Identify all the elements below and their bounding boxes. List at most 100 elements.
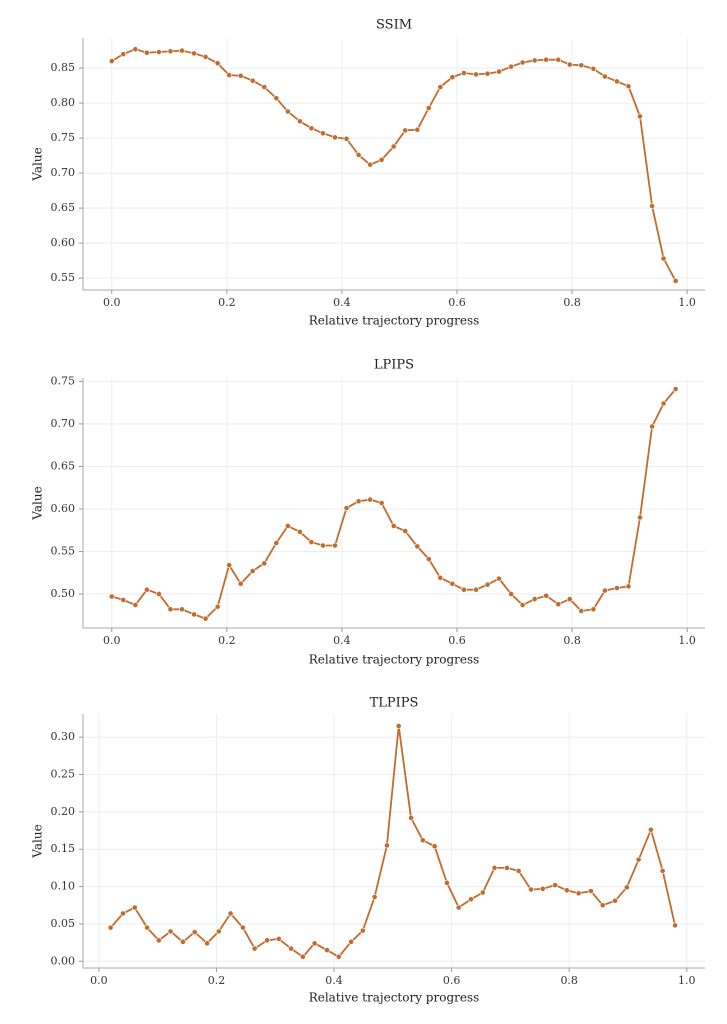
marker [107,924,114,931]
marker [143,49,150,56]
marker [543,592,550,599]
marker [202,615,209,622]
marker [519,59,526,66]
marker [508,63,514,70]
x-tick-label: 1.0 [678,296,696,309]
marker [155,937,162,944]
marker [660,255,667,262]
marker [202,54,209,60]
x-tick-label: 0.8 [563,634,581,647]
x-tick-label: 0.2 [208,974,226,987]
marker [414,543,421,550]
y-tick-label: 0.00 [51,954,76,967]
marker [237,72,244,79]
marker [425,105,432,111]
marker [625,583,632,590]
marker [273,540,280,546]
marker [367,161,374,168]
marker [261,560,268,567]
marker [240,924,246,931]
marker [191,50,197,57]
marker [251,945,258,952]
marker [649,203,655,209]
marker [468,896,474,903]
marker [308,125,315,132]
marker [215,928,222,935]
y-tick-label: 0.30 [51,730,76,743]
marker [531,596,538,602]
marker [108,593,115,600]
marker [543,56,550,63]
marker [395,723,402,729]
marker [461,586,467,593]
marker [437,84,444,90]
marker [320,542,326,549]
marker [180,938,186,945]
y-tick-label: 0.75 [51,374,76,387]
y-tick-label: 0.15 [51,842,76,855]
marker [461,70,467,76]
marker [402,528,409,534]
marker [132,602,139,608]
y-tick-label: 0.65 [51,459,76,472]
y-tick-label: 0.60 [51,502,76,515]
marker [273,95,280,102]
y-tick-label: 0.25 [51,768,76,781]
chart-title: SSIM [376,18,412,33]
marker [649,423,655,430]
x-tick-label: 0.4 [333,634,351,647]
marker [390,143,397,150]
marker [672,922,678,929]
marker [143,586,150,593]
x-tick-label: 0.2 [218,296,236,309]
marker [237,580,244,587]
y-axis-label: Value [31,486,45,520]
marker [444,879,450,886]
marker [555,601,562,608]
marker [566,61,573,68]
y-tick-label: 0.80 [51,96,76,109]
x-tick-label: 0.6 [443,974,461,987]
y-tick-label: 0.75 [51,131,76,144]
marker [578,608,585,614]
marker [519,602,526,608]
marker [297,529,303,535]
marker [590,65,597,72]
marker [332,134,338,141]
marker [614,585,620,591]
marker [324,947,330,953]
marker [120,910,126,917]
marker [455,904,462,911]
marker [599,902,606,909]
marker [226,562,233,568]
x-tick-label: 0.2 [218,634,236,647]
marker [355,498,362,505]
marker [191,611,197,618]
y-tick-label: 0.70 [51,417,76,430]
marker [132,46,139,53]
x-tick-label: 0.4 [325,974,343,987]
marker [563,887,570,894]
x-tick-label: 0.4 [333,296,351,309]
marker [120,51,127,57]
marker [503,864,510,871]
marker [204,940,210,947]
marker [343,135,350,142]
marker [384,842,390,849]
y-tick-label: 0.50 [51,587,76,600]
marker [167,48,174,55]
marker [214,60,221,67]
marker [359,927,366,934]
marker [479,889,486,896]
x-axis-label: Relative trajectory progress [309,991,480,1005]
marker [131,904,138,911]
marker [484,70,491,77]
marker [156,591,162,597]
marker [311,940,318,947]
marker [156,49,162,55]
marker [144,924,150,931]
marker [496,68,502,75]
y-tick-label: 0.05 [51,917,76,930]
marker [390,523,397,529]
x-tick-label: 0.6 [448,634,466,647]
